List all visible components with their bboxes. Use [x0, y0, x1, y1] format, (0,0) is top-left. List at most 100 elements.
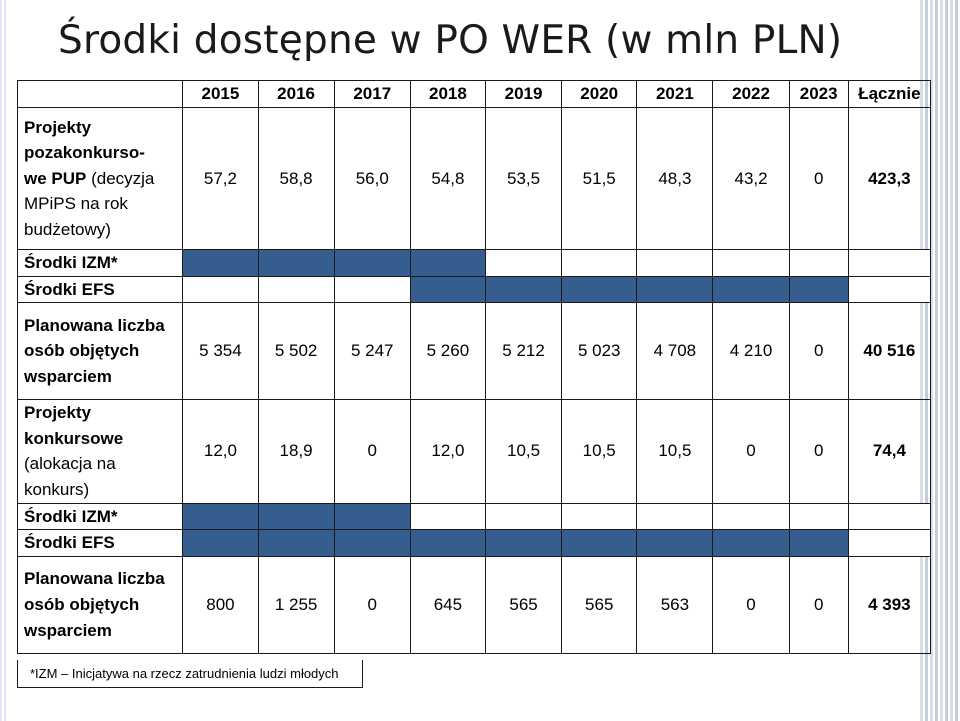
efs-funded-cell	[636, 529, 714, 557]
izm-empty-cell	[847, 249, 932, 277]
efs-empty-cell	[847, 529, 932, 557]
efs-empty-cell	[333, 275, 411, 304]
header-year: 2023	[788, 80, 849, 108]
amount-cell: 10,5	[561, 399, 638, 504]
header-year: 2020	[561, 80, 638, 108]
header-year: 2017	[333, 80, 411, 108]
decorative-stripes-left	[0, 0, 8, 721]
row-label-line: konkurs)	[24, 479, 90, 499]
row-label-line: we PUP	[24, 168, 87, 188]
efs-funded-cell	[712, 275, 790, 304]
row-label-line: konkursowe	[24, 428, 124, 448]
header-year: 2016	[257, 80, 335, 108]
izm-funded-cell	[333, 249, 411, 277]
row-label-line: MPiPS na rok	[24, 194, 128, 214]
izm-empty-cell	[561, 249, 638, 277]
amount-cell: 0	[788, 399, 849, 504]
efs-empty-cell	[257, 275, 335, 304]
people-cell: 0	[712, 555, 790, 654]
amounts-row: Projekty konkursowe (alokacja na konkurs) 12…	[16, 399, 932, 504]
efs-funded-cell	[484, 275, 563, 304]
people-cell: 5 247	[333, 302, 411, 401]
row-label-izm: Środki IZM*	[16, 249, 184, 277]
header-total: Łącznie	[847, 80, 932, 108]
izm-funded-cell	[182, 249, 259, 277]
izm-empty-cell	[636, 502, 714, 531]
people-cell: 5 023	[561, 302, 638, 401]
izm-empty-cell	[636, 249, 714, 277]
amounts-row: Projekty pozakonkurso-we PUP (decyzja MPiP…	[16, 107, 932, 250]
izm-empty-cell	[712, 502, 790, 531]
people-cell: 800	[182, 555, 259, 654]
header-year: 2018	[409, 80, 486, 108]
header-year: 2022	[712, 80, 790, 108]
row-label-efs: Środki EFS	[16, 529, 184, 557]
efs-funded-cell	[484, 529, 563, 557]
people-cell: 1 255	[257, 555, 335, 654]
izm-funded-cell	[257, 502, 335, 531]
people-cell: 0	[788, 302, 849, 401]
row-label-line: Planowana liczba	[24, 569, 165, 589]
amount-cell: 54,8	[409, 107, 486, 250]
people-row: Planowana liczba osób objętych wsparciem 5 …	[16, 302, 932, 401]
efs-row: Środki EFS	[16, 275, 932, 304]
row-label-line: (alokacja na	[24, 454, 116, 474]
amount-cell: 12,0	[182, 399, 259, 504]
amount-cell: 57,2	[182, 107, 259, 250]
row-label-line: wsparciem	[24, 620, 112, 640]
efs-funded-cell	[409, 529, 486, 557]
izm-funded-cell	[333, 502, 411, 531]
header-year: 2021	[636, 80, 714, 108]
efs-empty-cell	[847, 275, 932, 304]
amount-cell: 18,9	[257, 399, 335, 504]
row-label-izm: Środki IZM*	[16, 502, 184, 531]
header-corner	[16, 80, 184, 108]
people-cell: 5 212	[484, 302, 563, 401]
efs-funded-cell	[788, 529, 849, 557]
efs-funded-cell	[182, 529, 259, 557]
people-cell: 0	[788, 555, 849, 654]
footnote: *IZM – Inicjatywa na rzecz zatrudnienia …	[17, 660, 363, 688]
row-label-line: wsparciem	[24, 366, 112, 386]
amount-total-cell: 74,4	[847, 399, 932, 504]
izm-row: Środki IZM*	[16, 502, 932, 531]
people-cell: 563	[636, 555, 714, 654]
people-cell: 5 502	[257, 302, 335, 401]
row-label-efs: Środki EFS	[16, 275, 184, 304]
row-label-people: Planowana liczba osób objętych wsparciem	[16, 302, 184, 401]
funding-table: 2015 2016 2017 2018 2019 2020 2021 2022 2023 Łącz…	[16, 80, 932, 654]
row-label-line: (decyzja	[86, 168, 155, 188]
people-total-cell: 40 516	[847, 302, 932, 401]
row-label-line: Projekty	[24, 403, 92, 423]
amount-cell: 10,5	[484, 399, 563, 504]
amount-cell: 53,5	[484, 107, 563, 250]
amount-cell: 58,8	[257, 107, 335, 250]
people-cell: 565	[561, 555, 638, 654]
efs-funded-cell	[712, 529, 790, 557]
efs-funded-cell	[409, 275, 486, 304]
people-cell: 645	[409, 555, 486, 654]
amount-cell: 10,5	[636, 399, 714, 504]
row-label-line: osób objętych	[24, 341, 140, 361]
izm-funded-cell	[409, 249, 486, 277]
amount-cell: 51,5	[561, 107, 638, 250]
izm-empty-cell	[561, 502, 638, 531]
efs-empty-cell	[182, 275, 259, 304]
efs-funded-cell	[333, 529, 411, 557]
amount-total-cell: 423,3	[847, 107, 932, 250]
row-label-projects: Projekty pozakonkurso-we PUP (decyzja MPiP…	[16, 107, 184, 250]
amount-cell: 56,0	[333, 107, 411, 250]
people-row: Planowana liczba osób objętych wsparciem 80…	[16, 555, 932, 654]
people-cell: 5 354	[182, 302, 259, 401]
izm-empty-cell	[788, 502, 849, 531]
header-year: 2015	[182, 80, 259, 108]
efs-funded-cell	[788, 275, 849, 304]
row-label-line: Planowana liczba	[24, 315, 165, 335]
row-label-line: osób objętych	[24, 594, 140, 614]
amount-cell: 0	[788, 107, 849, 250]
amount-cell: 12,0	[409, 399, 486, 504]
izm-empty-cell	[788, 249, 849, 277]
row-label-line: budżetowy)	[24, 219, 111, 239]
row-label-people: Planowana liczba osób objętych wsparciem	[16, 555, 184, 654]
izm-funded-cell	[257, 249, 335, 277]
